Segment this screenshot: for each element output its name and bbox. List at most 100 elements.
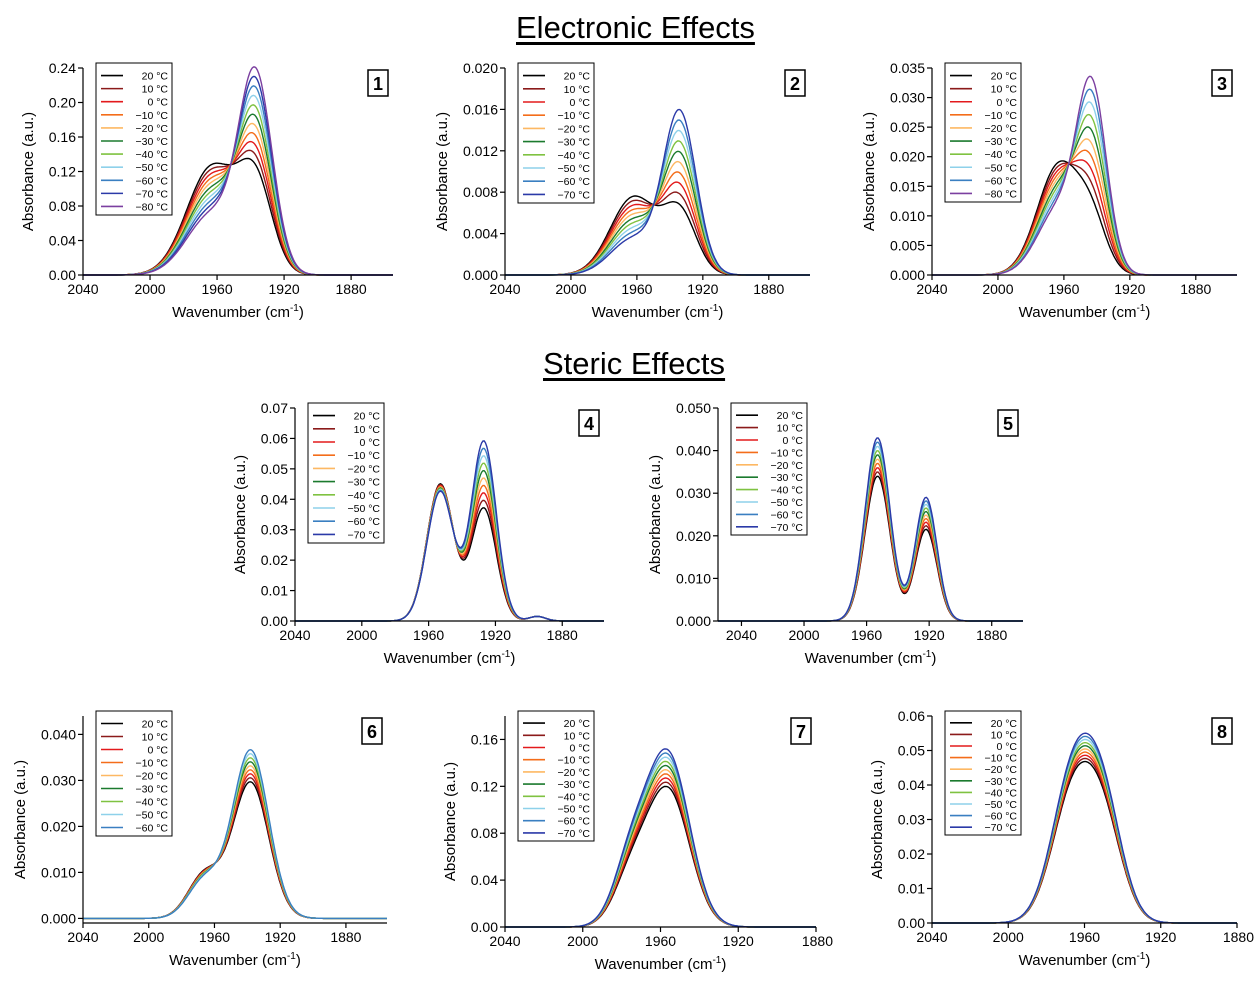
legend-label: −60 °C bbox=[770, 509, 803, 521]
legend-label: −70 °C bbox=[770, 522, 803, 534]
legend-label: −10 °C bbox=[135, 758, 168, 770]
legend-label: −10 °C bbox=[347, 450, 380, 462]
legend-label: −20 °C bbox=[557, 123, 590, 135]
y-tick-label: 0.08 bbox=[49, 198, 76, 214]
y-tick-label: 0.08 bbox=[471, 825, 498, 841]
legend-label: 10 °C bbox=[354, 424, 381, 436]
y-axis-label: Absorbance (a.u.) bbox=[434, 112, 451, 231]
y-tick-label: 0.008 bbox=[463, 184, 498, 200]
y-tick-label: 0.020 bbox=[463, 60, 498, 76]
x-tick-label: 1880 bbox=[976, 627, 1007, 643]
chart-panel-5: 0.000 0.010 0.020 0.030 0.040 0.050 2040 2000 19… bbox=[647, 400, 1023, 667]
legend-box bbox=[944, 710, 1022, 836]
y-tick-label: 0.02 bbox=[898, 846, 925, 862]
legend-label: −10 °C bbox=[557, 755, 590, 767]
legend-label: 0 °C bbox=[782, 435, 803, 447]
legend-label: −20 °C bbox=[984, 764, 1017, 776]
y-tick-label: 0.004 bbox=[463, 226, 498, 242]
legend-label: 10 °C bbox=[777, 423, 804, 435]
y-tick-label: 0.16 bbox=[471, 731, 498, 747]
legend-label: −30 °C bbox=[984, 776, 1017, 788]
legend: 20 °C10 °C0 °C−10 °C−20 °C−30 °C−40 °C−5… bbox=[307, 402, 385, 544]
x-axis-label: Wavenumber (cm-1) bbox=[1019, 951, 1151, 969]
y-tick-label: 0.012 bbox=[463, 143, 498, 159]
legend-label: −60 °C bbox=[557, 176, 590, 188]
x-tick-label: 2000 bbox=[555, 281, 586, 297]
legend-label: −30 °C bbox=[135, 784, 168, 796]
legend-label: −30 °C bbox=[557, 137, 590, 149]
x-axis-label: Wavenumber (cm-1) bbox=[169, 951, 301, 969]
panel-number-box bbox=[790, 717, 812, 745]
x-tick-label: 1880 bbox=[330, 929, 361, 945]
legend-label: 10 °C bbox=[991, 84, 1018, 96]
legend-label: −40 °C bbox=[557, 791, 590, 803]
y-tick-label: 0.000 bbox=[41, 910, 76, 926]
y-axis-label: Absorbance (a.u.) bbox=[647, 455, 664, 574]
steric-effects-title: Steric Effects bbox=[543, 346, 726, 381]
legend-label: 20 °C bbox=[777, 410, 804, 422]
panel-number: 3 bbox=[1217, 74, 1227, 94]
panel-number: 4 bbox=[584, 414, 594, 434]
x-tick-label: 1920 bbox=[480, 627, 511, 643]
legend-label: 20 °C bbox=[991, 718, 1018, 730]
legend-label: −80 °C bbox=[135, 201, 168, 213]
legend-label: −50 °C bbox=[557, 804, 590, 816]
legend-label: 0 °C bbox=[147, 97, 168, 109]
x-tick-label: 2040 bbox=[916, 929, 947, 945]
legend-label: 0 °C bbox=[147, 745, 168, 757]
x-axis-label: Wavenumber (cm-1) bbox=[592, 303, 724, 321]
legend-label: −40 °C bbox=[135, 797, 168, 809]
y-axis-label: Absorbance (a.u.) bbox=[20, 112, 37, 231]
y-axis-label: Absorbance (a.u.) bbox=[232, 455, 249, 574]
legend: 20 °C10 °C0 °C−10 °C−20 °C−30 °C−40 °C−5… bbox=[95, 62, 173, 216]
y-tick-label: 0.06 bbox=[898, 708, 925, 724]
y-tick-label: 0.05 bbox=[261, 461, 288, 477]
legend-label: 0 °C bbox=[359, 437, 380, 449]
y-tick-label: 0.03 bbox=[898, 812, 925, 828]
legend-label: −50 °C bbox=[135, 810, 168, 822]
legend-label: −10 °C bbox=[984, 753, 1017, 765]
y-tick-label: 0.16 bbox=[49, 129, 76, 145]
y-tick-label: 0.016 bbox=[463, 101, 498, 117]
legend-label: −10 °C bbox=[984, 110, 1017, 122]
series-line bbox=[83, 748, 387, 920]
y-tick-label: 0.040 bbox=[676, 443, 711, 459]
x-tick-label: 2040 bbox=[726, 627, 757, 643]
legend: 20 °C10 °C0 °C−10 °C−20 °C−30 °C−40 °C−5… bbox=[944, 62, 1022, 203]
y-tick-label: 0.00 bbox=[261, 613, 288, 629]
y-tick-label: 0.020 bbox=[676, 528, 711, 544]
panel-number-box bbox=[1211, 717, 1233, 745]
chart-panel-8: 0.00 0.01 0.02 0.03 0.04 0.05 0.06 2040 2000 1960… bbox=[869, 708, 1254, 969]
x-tick-label: 1960 bbox=[413, 627, 444, 643]
chart-panel-7: 0.00 0.04 0.08 0.12 0.16 2040 2000 1960 1920 1880… bbox=[442, 710, 833, 973]
y-tick-label: 0.000 bbox=[676, 613, 711, 629]
x-tick-label: 2040 bbox=[489, 933, 520, 949]
legend-label: −40 °C bbox=[557, 150, 590, 162]
legend-label: −40 °C bbox=[984, 149, 1017, 161]
legend-label: 20 °C bbox=[564, 71, 591, 83]
panel-number-box bbox=[578, 409, 600, 437]
x-tick-label: 2040 bbox=[489, 281, 520, 297]
chart-panel-6: 0.000 0.010 0.020 0.030 0.040 2040 2000 1960 192… bbox=[12, 710, 387, 969]
panel-number: 5 bbox=[1003, 414, 1013, 434]
legend-label: −30 °C bbox=[347, 477, 380, 489]
y-tick-label: 0.20 bbox=[49, 95, 76, 111]
chart-panel-1: 0.00 0.04 0.08 0.12 0.16 0.20 0.24 2040 2000 1960… bbox=[20, 60, 393, 321]
legend-label: −60 °C bbox=[347, 516, 380, 528]
legend-label: −70 °C bbox=[557, 189, 590, 201]
y-tick-label: 0.05 bbox=[898, 743, 925, 759]
legend-label: 20 °C bbox=[564, 718, 591, 730]
y-tick-label: 0.005 bbox=[890, 237, 925, 253]
panel-number-box bbox=[367, 69, 389, 97]
legend-label: −10 °C bbox=[770, 447, 803, 459]
x-tick-label: 1880 bbox=[802, 933, 833, 949]
legend-label: −20 °C bbox=[347, 463, 380, 475]
legend: 20 °C10 °C0 °C−10 °C−20 °C−30 °C−40 °C−5… bbox=[517, 710, 595, 842]
panel-number: 1 bbox=[373, 74, 383, 94]
legend-label: −60 °C bbox=[135, 175, 168, 187]
y-tick-label: 0.03 bbox=[261, 522, 288, 538]
panel-number-box bbox=[361, 717, 383, 745]
y-tick-label: 0.010 bbox=[890, 208, 925, 224]
y-tick-label: 0.04 bbox=[261, 491, 288, 507]
